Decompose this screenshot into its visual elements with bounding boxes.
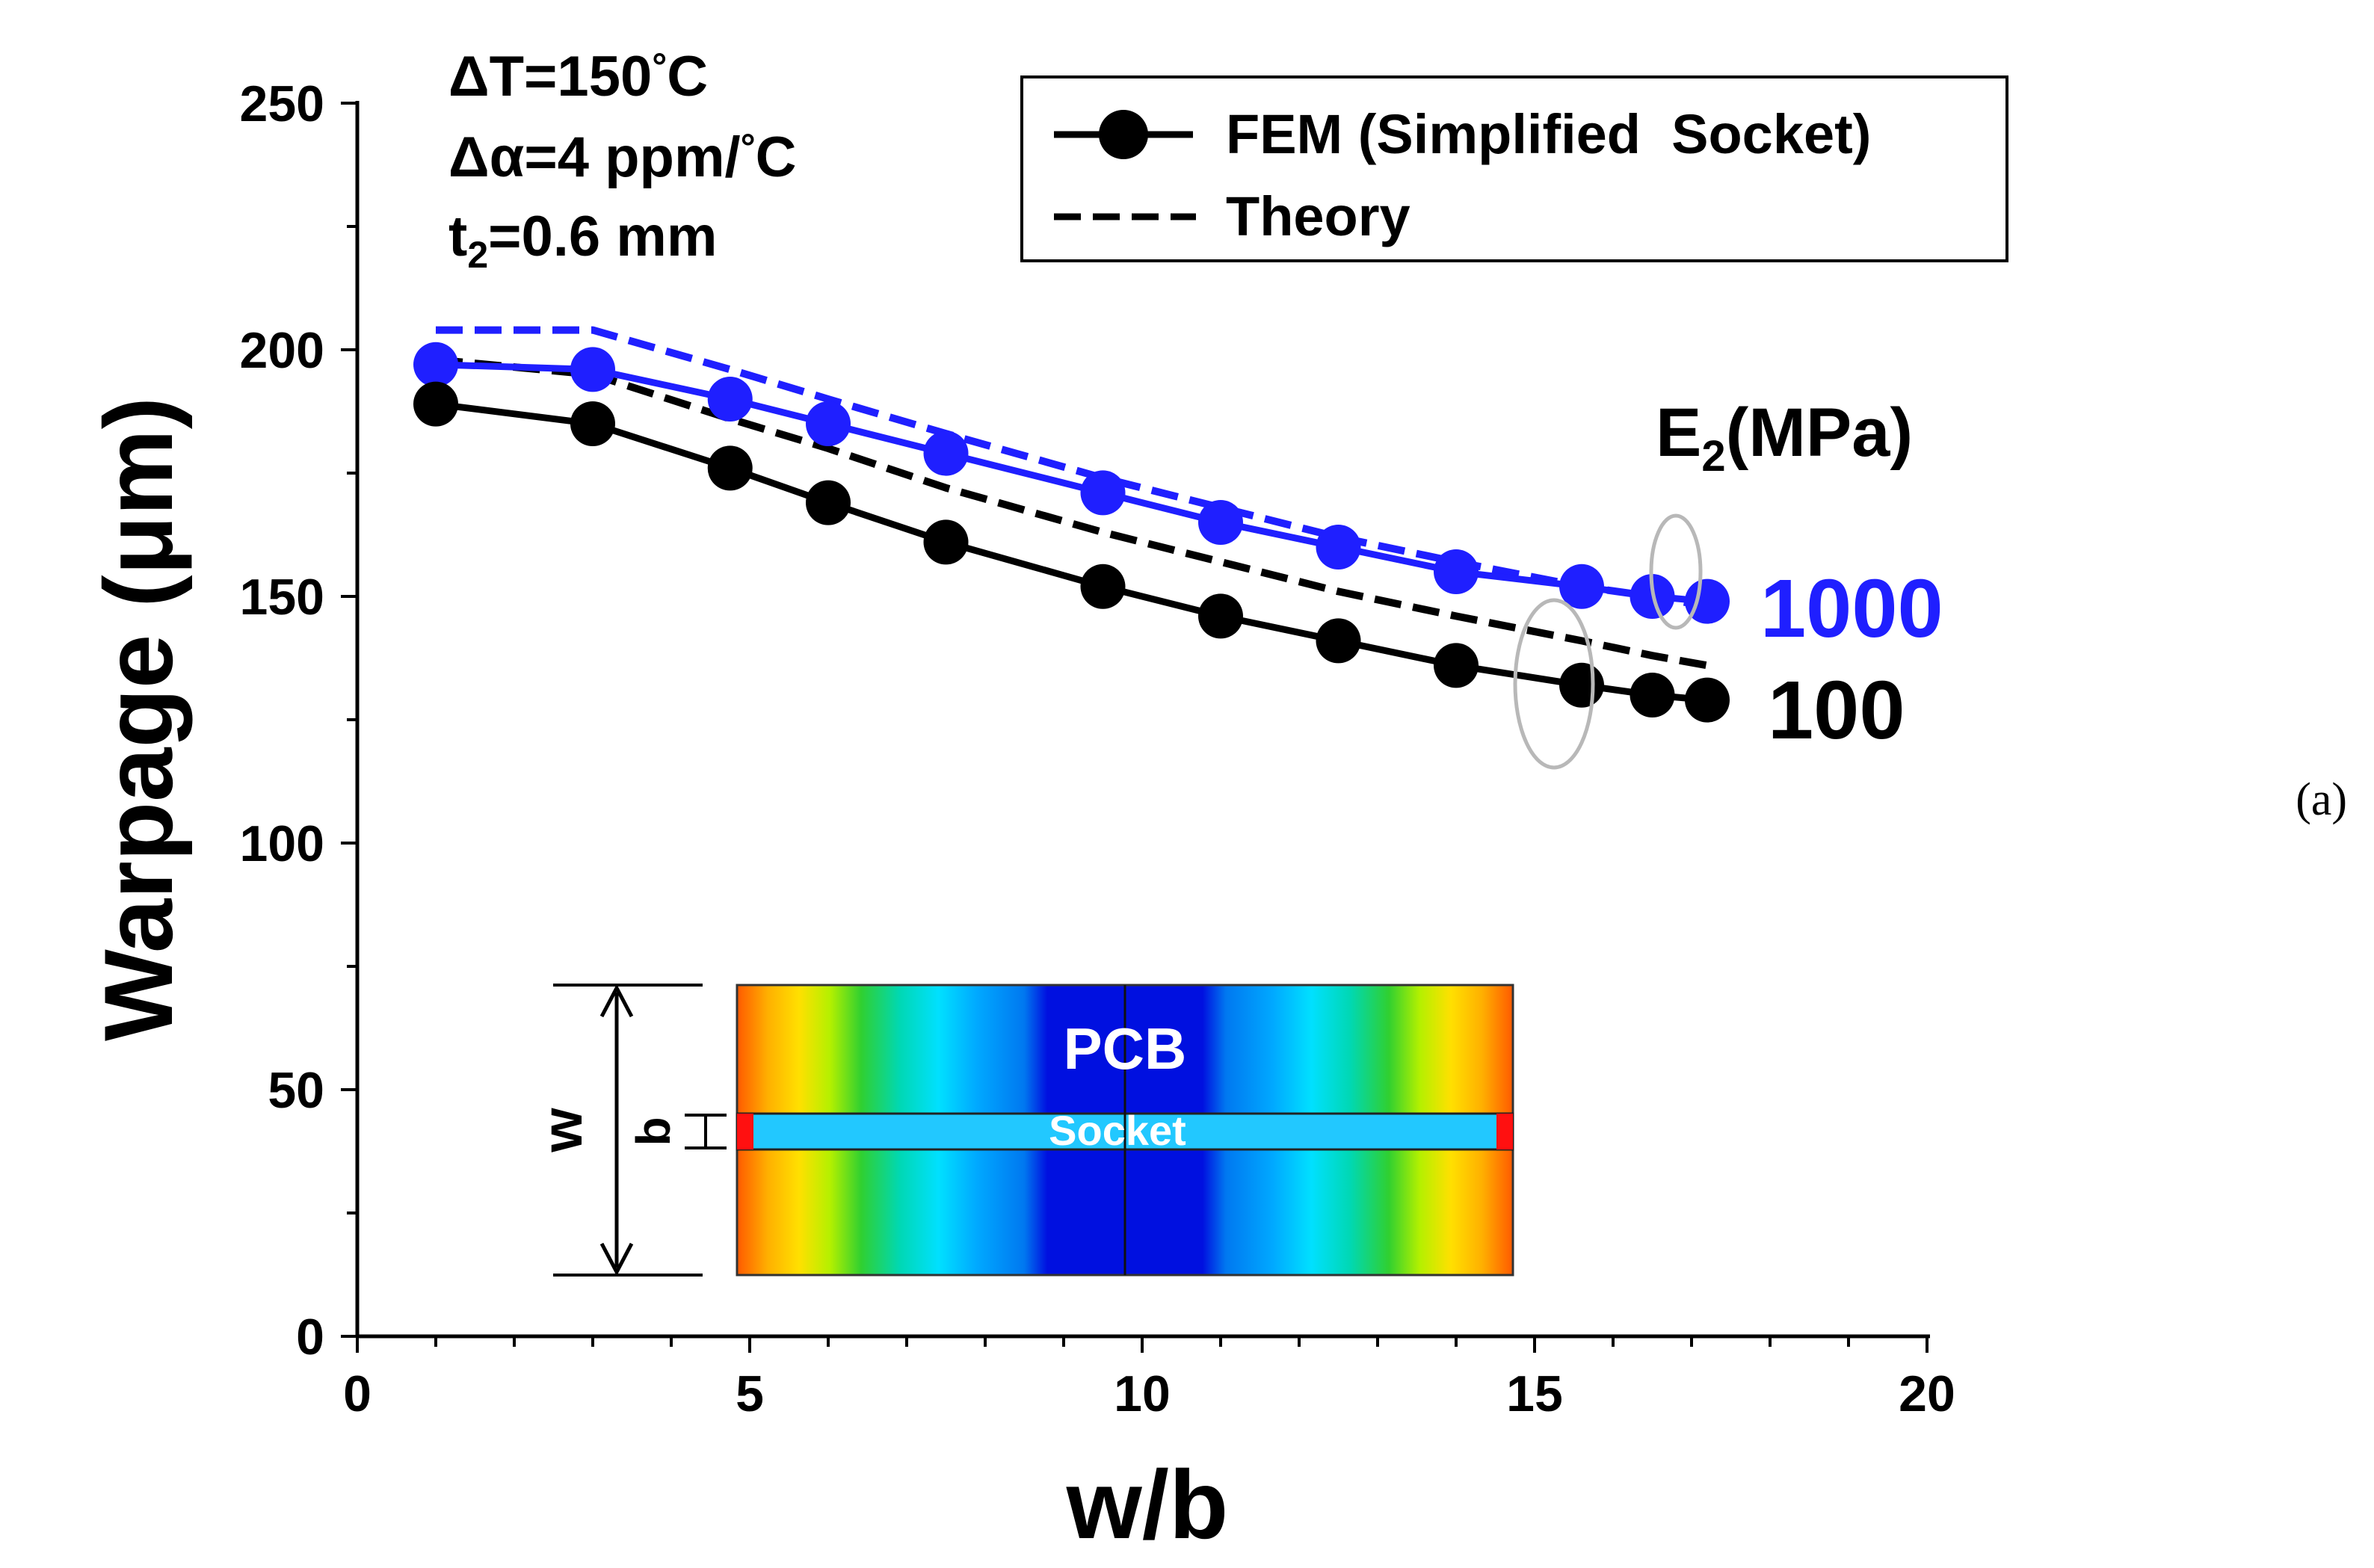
condition-delta-t-degree: ° — [652, 46, 667, 87]
param-label: E2(MPa) — [1656, 395, 1913, 481]
inset-w-arrowhead-top — [599, 984, 634, 1018]
data-point-fem-e2-100 — [1198, 593, 1243, 639]
y-tick-label: 50 — [268, 1062, 324, 1119]
y-tick-label: 0 — [296, 1309, 324, 1365]
data-point-fem-e2-100 — [1434, 643, 1479, 688]
axes: 0 50 100 150 200 250 0 5 10 15 20 w/b Warpage (μm… — [84, 75, 1955, 1559]
series-label-1000: 1000 — [1760, 563, 1943, 655]
data-point-fem-e2-1000 — [1080, 470, 1126, 516]
condition-delta-alpha-degree: ° — [741, 126, 756, 168]
y-axis-title: Warpage (μm) — [84, 397, 193, 1041]
legend-theory-label: Theory — [1226, 185, 1410, 247]
inset-figure: PCB Socket w b — [531, 984, 1514, 1277]
data-point-fem-e2-1000 — [1316, 525, 1361, 570]
legend-fem-marker — [1099, 110, 1148, 159]
condition-t2-sub: 2 — [467, 234, 488, 276]
x-tick-label: 5 — [736, 1365, 764, 1422]
y-ticks: 0 50 100 150 200 250 — [240, 75, 357, 1365]
data-point-fem-e2-1000 — [806, 401, 851, 446]
data-point-fem-e2-1000 — [923, 430, 969, 476]
data-point-fem-e2-100 — [1685, 677, 1730, 723]
data-point-fem-e2-100 — [413, 381, 458, 427]
data-point-fem-e2-100 — [570, 401, 615, 446]
data-point-fem-e2-1000 — [570, 347, 615, 392]
inset-w-label: w — [531, 1108, 594, 1153]
inset-pcb-label: PCB — [1064, 1016, 1187, 1081]
condition-delta-alpha-unit: C — [756, 126, 797, 189]
condition-delta-alpha: Δα=4 ppm/°C — [448, 126, 797, 189]
conditions: ΔT=150°C Δα=4 ppm/°C t2=0.6 mm — [448, 45, 797, 276]
inset-b-label: b — [626, 1117, 680, 1146]
data-point-fem-e2-100 — [1630, 673, 1675, 717]
panel-label: (a) — [2296, 774, 2347, 825]
legend-fem-label: FEM (Simplified Socket) — [1226, 103, 1871, 165]
y-tick-label: 150 — [240, 569, 324, 626]
data-point-fem-e2-1000 — [1198, 500, 1243, 545]
data-point-fem-e2-1000 — [1434, 549, 1479, 594]
data-point-fem-e2-100 — [1559, 662, 1604, 708]
condition-delta-t-unit: C — [667, 45, 708, 108]
data-point-fem-e2-100 — [806, 480, 851, 525]
condition-delta-t-value: ΔT=150 — [448, 45, 652, 108]
series-line-theory-e2-100 — [435, 356, 1708, 670]
data-point-fem-e2-100 — [1316, 618, 1361, 664]
series-line-theory-e2-1000 — [436, 326, 1708, 611]
data-point-fem-e2-1000 — [707, 377, 753, 422]
condition-delta-t: ΔT=150°C — [448, 45, 708, 108]
series-line-fem-e2-1000 — [435, 361, 1708, 605]
condition-t2: t2=0.6 mm — [448, 205, 717, 276]
data-point-fem-e2-100 — [1080, 564, 1126, 609]
inset-socket-label: Socket — [1049, 1107, 1186, 1154]
data-point-fem-e2-1000 — [1559, 564, 1604, 609]
inset-w-arrowhead-bottom — [599, 1242, 634, 1277]
x-axis-title: w/b — [1066, 1450, 1229, 1559]
x-tick-label: 15 — [1506, 1365, 1563, 1422]
legend-box — [1020, 75, 2008, 262]
x-tick-label: 0 — [343, 1365, 371, 1422]
legend: FEM (Simplified Socket) Theory — [1020, 75, 2008, 262]
condition-t2-main: t — [448, 205, 467, 268]
x-ticks: 0 5 10 15 20 — [343, 1336, 1955, 1422]
condition-delta-alpha-value: Δα=4 ppm/ — [448, 126, 741, 189]
series-layer — [413, 326, 1730, 723]
condition-t2-rest: =0.6 mm — [488, 205, 717, 268]
data-point-fem-e2-1000 — [1685, 578, 1730, 624]
highlight-ellipse-1000 — [1649, 513, 1703, 630]
y-tick-label: 100 — [240, 815, 324, 872]
param-label-main: E — [1656, 395, 1701, 471]
data-point-fem-e2-100 — [923, 519, 969, 565]
x-tick-label: 10 — [1114, 1365, 1171, 1422]
series-label-100: 100 — [1768, 664, 1905, 756]
highlight-ellipse-100 — [1513, 598, 1595, 770]
data-point-fem-e2-1000 — [413, 342, 458, 387]
y-tick-label: 200 — [240, 322, 324, 379]
x-tick-label: 20 — [1899, 1365, 1955, 1422]
inset-socket-edge-right — [1496, 1114, 1513, 1149]
param-label-sub: 2 — [1701, 432, 1725, 481]
data-point-fem-e2-100 — [707, 445, 753, 491]
param-label-rest: (MPa) — [1726, 395, 1913, 471]
inset-socket-edge-left — [737, 1114, 753, 1149]
y-tick-label: 250 — [240, 75, 324, 132]
